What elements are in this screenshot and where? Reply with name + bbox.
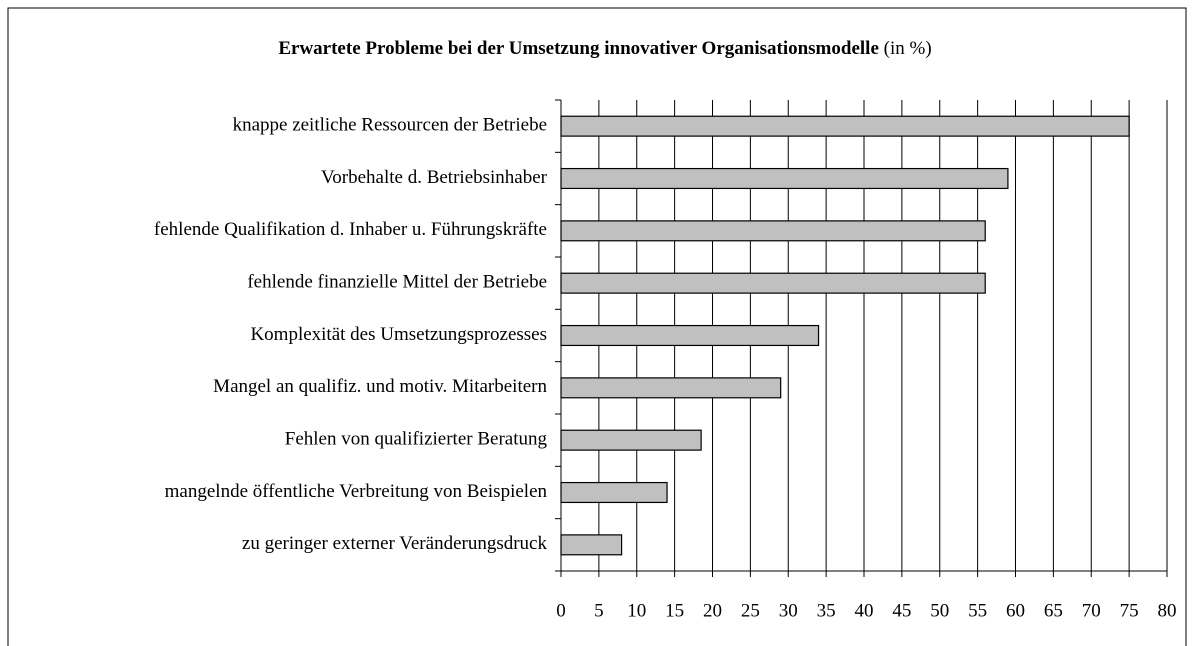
title-main: Erwartete Probleme bei der Umsetzung inn… [278, 38, 879, 59]
x-tick-label: 50 [930, 600, 949, 621]
bar [560, 481, 668, 504]
x-tick-label: 60 [1006, 600, 1025, 621]
bar [560, 220, 986, 242]
x-tick-label: 75 [1120, 600, 1139, 621]
y-tick-label: Komplexität des Umsetzungsprozesses [250, 324, 547, 345]
y-tick-label: Fehlen von qualifizierter Beratung [285, 429, 548, 450]
x-tick-label: 10 [627, 600, 646, 621]
x-tick-label: 35 [817, 600, 836, 621]
bar [560, 324, 820, 347]
x-tick-label: 30 [779, 600, 798, 621]
x-tick-label: 0 [556, 600, 566, 621]
y-tick-label: knappe zeitliche Ressourcen der Betriebe [233, 115, 547, 136]
y-tick-label: Vorbehalte d. Betriebsinhaber [321, 167, 548, 188]
x-tick-label: 70 [1082, 600, 1101, 621]
x-tick-label: 25 [741, 600, 760, 621]
x-tick-label: 80 [1158, 600, 1177, 621]
title-unit: (in %) [884, 38, 932, 59]
frame [7, 7, 1187, 646]
x-tick-label: 5 [594, 600, 604, 621]
bar [560, 115, 1130, 137]
x-tick-label: 20 [703, 600, 722, 621]
y-tick-label: fehlende Qualifikation d. Inhaber u. Füh… [154, 219, 547, 240]
x-tick-label: 40 [855, 600, 874, 621]
y-tick-label: mangelnde öffentliche Verbreitung von Be… [165, 481, 548, 502]
bar [560, 272, 986, 294]
x-tick-label: 45 [892, 600, 911, 621]
bar [560, 429, 702, 451]
y-tick-label: fehlende finanzielle Mittel der Betriebe [247, 272, 547, 293]
x-tick-label: 55 [968, 600, 987, 621]
chart-title: Erwartete Probleme bei der Umsetzung inn… [278, 38, 931, 59]
bar [560, 167, 1009, 190]
x-tick-label: 65 [1044, 600, 1063, 621]
bar [560, 534, 623, 556]
y-tick-label: zu geringer externer Veränderungsdruck [242, 533, 548, 554]
y-tick-label: Mangel an qualifiz. und motiv. Mitarbeit… [213, 376, 547, 397]
bar [560, 377, 782, 399]
x-tick-label: 15 [665, 600, 684, 621]
